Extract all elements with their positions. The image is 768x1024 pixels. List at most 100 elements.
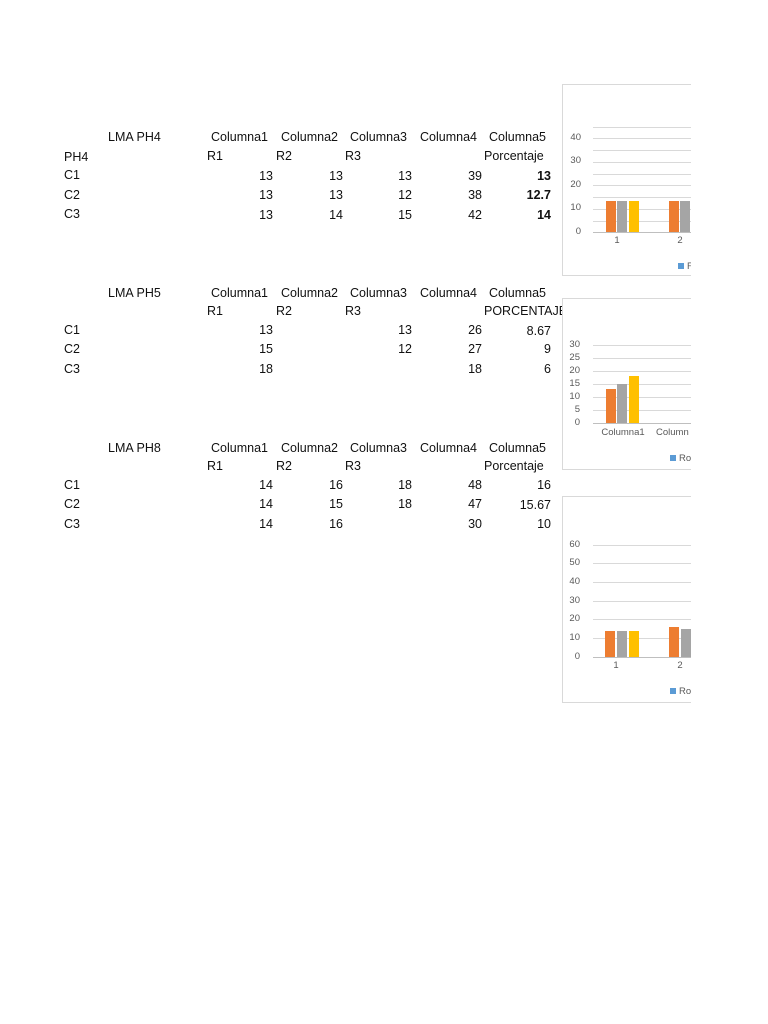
table-cell[interactable]: 15 — [329, 497, 343, 511]
table-cell[interactable]: 13 — [398, 323, 412, 337]
column-header[interactable]: Columna3 — [350, 441, 407, 455]
column-header[interactable]: Columna5 — [489, 286, 546, 300]
table-cell[interactable]: 13 — [259, 188, 273, 202]
table-cell-percentage[interactable]: 13 — [537, 169, 551, 183]
table-cell[interactable]: 14 — [259, 478, 273, 492]
column-header[interactable]: Columna2 — [281, 441, 338, 455]
table-cell[interactable]: 18 — [398, 497, 412, 511]
row-label[interactable]: C3 — [64, 207, 80, 221]
subheader[interactable]: Porcentaje — [484, 459, 544, 473]
subheader[interactable]: R1 — [207, 149, 223, 163]
table-cell-percentage[interactable]: 12.7 — [526, 188, 551, 202]
bar-series-c3[interactable] — [629, 631, 639, 657]
table-cell[interactable]: 12 — [398, 342, 412, 356]
table-cell[interactable]: 13 — [329, 169, 343, 183]
table-cell[interactable]: 18 — [398, 478, 412, 492]
chart-ph8[interactable]: 0 10 20 30 40 50 60 1 2 Ro — [562, 496, 691, 703]
bar-series-c1[interactable] — [605, 631, 615, 657]
column-header[interactable]: Columna1 — [211, 441, 268, 455]
bar-series-c3[interactable] — [629, 201, 639, 232]
row-label[interactable]: C2 — [64, 342, 80, 356]
bar-series-c1[interactable] — [669, 201, 679, 232]
table-cell[interactable]: 39 — [468, 169, 482, 183]
table-cell[interactable]: 47 — [468, 497, 482, 511]
subheader[interactable]: Porcentaje — [484, 149, 544, 163]
table-cell-percentage[interactable]: 6 — [544, 362, 551, 376]
table-cell[interactable]: 13 — [259, 208, 273, 222]
legend[interactable]: F — [678, 261, 691, 272]
chart-ph5[interactable]: 0 5 10 15 20 25 30 Columna1 Column Ro — [562, 298, 691, 470]
bar-series-c2[interactable] — [617, 201, 627, 232]
table-cell[interactable]: 38 — [468, 188, 482, 202]
subheader[interactable]: R2 — [276, 304, 292, 318]
table-cell[interactable]: 48 — [468, 478, 482, 492]
subheader[interactable]: R2 — [276, 149, 292, 163]
subheader[interactable]: PORCENTAJE — [484, 304, 568, 318]
table-title[interactable]: LMA PH4 — [108, 130, 161, 144]
subheader[interactable]: R2 — [276, 459, 292, 473]
row-label[interactable]: C1 — [64, 478, 80, 492]
bar-series-c1[interactable] — [606, 389, 616, 423]
table-cell[interactable]: 12 — [398, 188, 412, 202]
row-label[interactable]: C2 — [64, 497, 80, 511]
table-cell[interactable]: 15 — [398, 208, 412, 222]
bar-series-c3[interactable] — [629, 376, 639, 423]
table-cell[interactable]: 16 — [329, 517, 343, 531]
table-cell[interactable]: 13 — [398, 169, 412, 183]
table-cell[interactable]: 13 — [259, 323, 273, 337]
table-cell-percentage[interactable]: 14 — [537, 208, 551, 222]
bar-series-c2[interactable] — [680, 201, 690, 232]
table-cell[interactable]: 18 — [259, 362, 273, 376]
table-cell[interactable]: 18 — [468, 362, 482, 376]
table-cell[interactable]: 14 — [259, 497, 273, 511]
column-header[interactable]: Columna4 — [420, 286, 477, 300]
row-label[interactable]: C3 — [64, 362, 80, 376]
table-cell[interactable]: 14 — [329, 208, 343, 222]
table-cell-percentage[interactable]: 15.67 — [519, 498, 551, 512]
table-cell[interactable]: 26 — [468, 323, 482, 337]
table-cell[interactable]: 13 — [259, 169, 273, 183]
table-cell[interactable]: 30 — [468, 517, 482, 531]
table-cell[interactable]: 13 — [329, 188, 343, 202]
column-header[interactable]: Columna4 — [420, 441, 477, 455]
chart-ph4[interactable]: 0 10 20 30 40 1 2 F — [562, 84, 691, 276]
table-cell[interactable]: 27 — [468, 342, 482, 356]
row-label[interactable]: C2 — [64, 188, 80, 202]
subheader[interactable]: R3 — [345, 459, 361, 473]
subheader[interactable]: R3 — [345, 304, 361, 318]
row-label[interactable]: C1 — [64, 168, 80, 182]
table-cell-percentage[interactable]: 16 — [537, 478, 551, 492]
table-cell[interactable]: 15 — [259, 342, 273, 356]
row-label[interactable]: C3 — [64, 517, 80, 531]
table-cell-percentage[interactable]: 8.67 — [526, 324, 551, 338]
column-header[interactable]: Columna3 — [350, 130, 407, 144]
bar-series-c1[interactable] — [669, 627, 679, 657]
legend[interactable]: Ro — [670, 453, 691, 464]
table-cell[interactable]: 16 — [329, 478, 343, 492]
column-header[interactable]: Columna1 — [211, 130, 268, 144]
column-header[interactable]: Columna3 — [350, 286, 407, 300]
bar-series-c1[interactable] — [606, 201, 616, 232]
legend[interactable]: Ro — [670, 686, 691, 697]
table-title[interactable]: LMA PH5 — [108, 286, 161, 300]
y-tick: 10 — [569, 391, 580, 402]
bar-series-c2[interactable] — [617, 631, 627, 657]
table-cell[interactable]: 14 — [259, 517, 273, 531]
column-header[interactable]: Columna2 — [281, 286, 338, 300]
subheader[interactable]: R1 — [207, 304, 223, 318]
row-label[interactable]: C1 — [64, 323, 80, 337]
column-header[interactable]: Columna1 — [211, 286, 268, 300]
table-cell-percentage[interactable]: 10 — [537, 517, 551, 531]
table-cell-percentage[interactable]: 9 — [544, 342, 551, 356]
subheader[interactable]: R1 — [207, 459, 223, 473]
bar-series-c2[interactable] — [617, 384, 627, 423]
bar-series-c2[interactable] — [681, 629, 691, 657]
column-header[interactable]: Columna2 — [281, 130, 338, 144]
column-header[interactable]: Columna4 — [420, 130, 477, 144]
table-cell[interactable]: 42 — [468, 208, 482, 222]
column-header[interactable]: Columna5 — [489, 130, 546, 144]
column-header[interactable]: Columna5 — [489, 441, 546, 455]
row-header-label[interactable]: PH4 — [64, 150, 89, 164]
table-title[interactable]: LMA PH8 — [108, 441, 161, 455]
subheader[interactable]: R3 — [345, 149, 361, 163]
